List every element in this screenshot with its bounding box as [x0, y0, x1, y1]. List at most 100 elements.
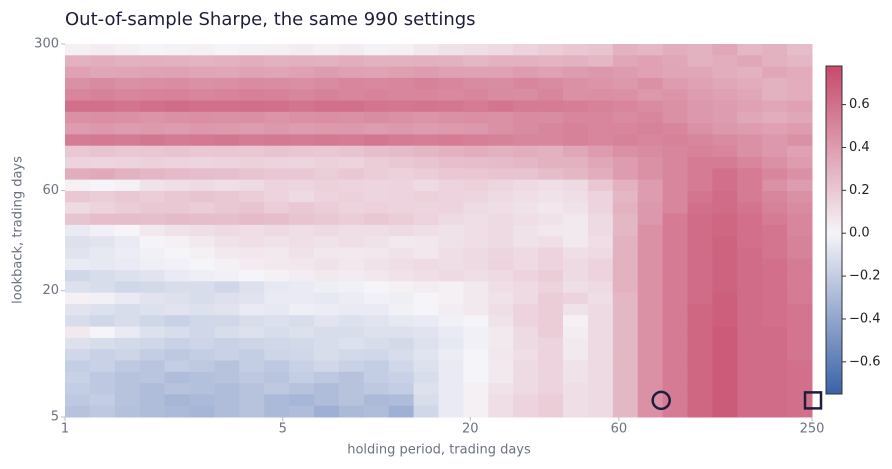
heatmap-cell	[114, 281, 141, 294]
heatmap-cell	[662, 315, 688, 328]
heatmap-cell	[687, 145, 713, 158]
heatmap-cell	[488, 360, 514, 373]
heatmap-cell	[114, 89, 141, 102]
heatmap-cell	[662, 292, 688, 305]
heatmap-cell	[114, 66, 141, 79]
heatmap-cell	[189, 89, 215, 102]
heatmap-cell	[737, 349, 763, 361]
heatmap-cell	[164, 247, 190, 260]
heatmap-cell	[513, 383, 539, 395]
heatmap-cell	[787, 303, 813, 316]
y-tick-label: 60	[42, 183, 59, 198]
heatmap-cell	[139, 224, 166, 237]
heatmap-cell	[563, 168, 589, 181]
heatmap-cell	[662, 202, 688, 215]
heatmap-cell	[314, 224, 340, 237]
heatmap-cell	[139, 123, 166, 135]
heatmap-cell	[239, 371, 265, 384]
heatmap-cell	[513, 111, 539, 124]
heatmap-cell	[289, 77, 315, 90]
heatmap-cell	[762, 145, 788, 158]
heatmap-cell	[89, 292, 116, 305]
heatmap-cell	[189, 224, 215, 237]
heatmap-cell	[164, 394, 190, 407]
heatmap-cell	[587, 224, 614, 237]
chart-title: Out-of-sample Sharpe, the same 990 setti…	[65, 9, 476, 30]
heatmap-cell	[612, 190, 639, 203]
heatmap-cell	[363, 213, 390, 226]
heatmap-cell	[189, 100, 215, 113]
heatmap-cell	[338, 383, 365, 395]
heatmap-cell	[314, 190, 340, 203]
heatmap-cell	[762, 123, 788, 135]
heatmap-cell	[612, 360, 639, 373]
heatmap-cell	[338, 77, 365, 90]
heatmap-cell	[114, 337, 141, 350]
heatmap-cell	[762, 202, 788, 215]
heatmap-cell	[762, 270, 788, 282]
heatmap-cell	[89, 258, 116, 271]
heatmap-cell	[314, 394, 340, 407]
heatmap-cell	[114, 315, 141, 328]
heatmap-cell	[637, 326, 664, 339]
heatmap-cell	[712, 213, 738, 226]
heatmap-cell	[612, 270, 639, 282]
heatmap-cell	[662, 44, 688, 56]
heatmap-cell	[438, 44, 464, 56]
heatmap-cell	[587, 123, 614, 135]
heatmap-cell	[587, 157, 614, 169]
heatmap-cell	[413, 360, 439, 373]
heatmap-cell	[139, 55, 166, 68]
heatmap-cell	[513, 168, 539, 181]
heatmap-cell	[89, 89, 116, 102]
heatmap-cell	[438, 270, 464, 282]
heatmap-cell	[463, 77, 489, 90]
heatmap-cell	[363, 247, 390, 260]
heatmap-cell	[637, 202, 664, 215]
heatmap-cell	[712, 157, 738, 169]
heatmap-cell	[737, 224, 763, 237]
heatmap-cell	[363, 303, 390, 316]
heatmap-cell	[413, 145, 439, 158]
heatmap-cell	[164, 111, 190, 124]
heatmap-cell	[662, 405, 688, 418]
heatmap-cell	[289, 66, 315, 79]
heatmap-cell	[538, 394, 564, 407]
heatmap-cell	[89, 247, 116, 260]
heatmap-cell	[488, 157, 514, 169]
heatmap-cell	[65, 224, 91, 237]
heatmap-cell	[637, 394, 664, 407]
heatmap-cell	[563, 258, 589, 271]
heatmap-cell	[289, 371, 315, 384]
heatmap-cell	[587, 77, 614, 90]
heatmap-cell	[513, 123, 539, 135]
heatmap-cell	[438, 213, 464, 226]
heatmap-cell	[438, 258, 464, 271]
colorbar	[825, 65, 843, 395]
heatmap-cell	[89, 405, 116, 418]
heatmap-cell	[687, 44, 713, 56]
heatmap-cell	[612, 145, 639, 158]
heatmap-cell	[239, 111, 265, 124]
heatmap-cell	[513, 326, 539, 339]
heatmap-cell	[264, 55, 290, 68]
heatmap-cell	[164, 303, 190, 316]
heatmap-cell	[612, 236, 639, 248]
heatmap-cell	[463, 123, 489, 135]
heatmap-cell	[538, 168, 564, 181]
heatmap-cell	[587, 44, 614, 56]
heatmap-cell	[314, 405, 340, 418]
heatmap-cell	[314, 157, 340, 169]
heatmap-cell	[563, 213, 589, 226]
heatmap-cell	[687, 55, 713, 68]
heatmap-cell	[65, 89, 91, 102]
heatmap-cell	[314, 371, 340, 384]
heatmap-cell	[114, 168, 141, 181]
heatmap-cell	[214, 349, 240, 361]
heatmap-cell	[139, 44, 166, 56]
heatmap-cell	[612, 337, 639, 350]
heatmap-cell	[587, 326, 614, 339]
heatmap-cell	[538, 179, 564, 192]
heatmap-cell	[712, 145, 738, 158]
heatmap-cell	[239, 270, 265, 282]
